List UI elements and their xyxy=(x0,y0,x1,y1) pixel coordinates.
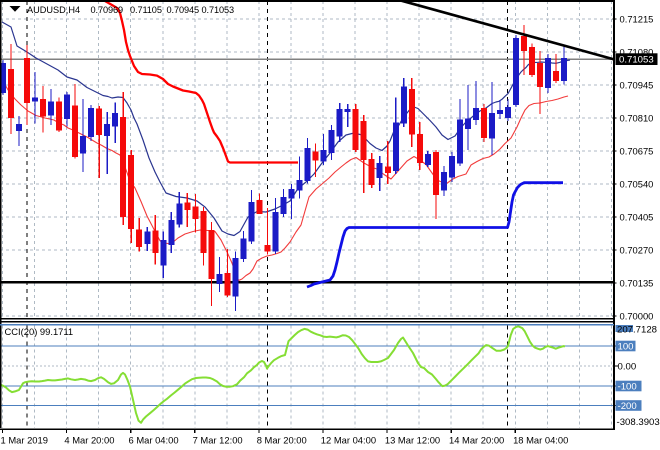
svg-text:0.70969: 0.70969 xyxy=(91,5,124,15)
svg-text:0.70135: 0.70135 xyxy=(620,278,654,289)
svg-text:0.71105: 0.71105 xyxy=(130,5,162,15)
svg-text:7 Mar 12:00: 7 Mar 12:00 xyxy=(193,435,243,446)
svg-text:-308.3903: -308.3903 xyxy=(617,417,660,428)
svg-text:1 Mar 2019: 1 Mar 2019 xyxy=(1,435,48,446)
svg-text:12 Mar 04:00: 12 Mar 04:00 xyxy=(321,435,376,446)
svg-text:CCI(20) 99.1711: CCI(20) 99.1711 xyxy=(5,326,74,337)
svg-text:0.71053: 0.71053 xyxy=(202,5,235,15)
svg-text:6 Mar 04:00: 6 Mar 04:00 xyxy=(129,435,179,446)
svg-text:0.70000: 0.70000 xyxy=(620,311,654,322)
svg-text:0.70270: 0.70270 xyxy=(620,245,654,256)
svg-text:13 Mar 12:00: 13 Mar 12:00 xyxy=(385,435,440,446)
svg-text:207.7128: 207.7128 xyxy=(617,324,657,335)
svg-text:4 Mar 20:00: 4 Mar 20:00 xyxy=(64,435,114,446)
svg-text:AUDUSD,H4: AUDUSD,H4 xyxy=(27,5,80,15)
svg-text:0.70945: 0.70945 xyxy=(620,80,654,91)
svg-text:100: 100 xyxy=(618,342,634,353)
svg-text:8 Mar 20:00: 8 Mar 20:00 xyxy=(257,435,307,446)
svg-text:-100: -100 xyxy=(618,382,637,393)
svg-text:0.71215: 0.71215 xyxy=(620,14,654,25)
svg-text:0.71080: 0.71080 xyxy=(620,47,654,58)
svg-text:0.00: 0.00 xyxy=(618,362,637,373)
svg-text:0.70945: 0.70945 xyxy=(167,5,200,15)
svg-text:0.70405: 0.70405 xyxy=(620,212,654,223)
svg-text:18 Mar 04:00: 18 Mar 04:00 xyxy=(513,435,568,446)
svg-text:14 Mar 20:00: 14 Mar 20:00 xyxy=(449,435,504,446)
svg-text:0.70810: 0.70810 xyxy=(620,113,654,124)
svg-text:0.71053: 0.71053 xyxy=(619,54,654,65)
svg-text:0.70675: 0.70675 xyxy=(620,146,654,157)
svg-text:0.70540: 0.70540 xyxy=(620,179,654,190)
svg-text:-200: -200 xyxy=(618,401,637,412)
